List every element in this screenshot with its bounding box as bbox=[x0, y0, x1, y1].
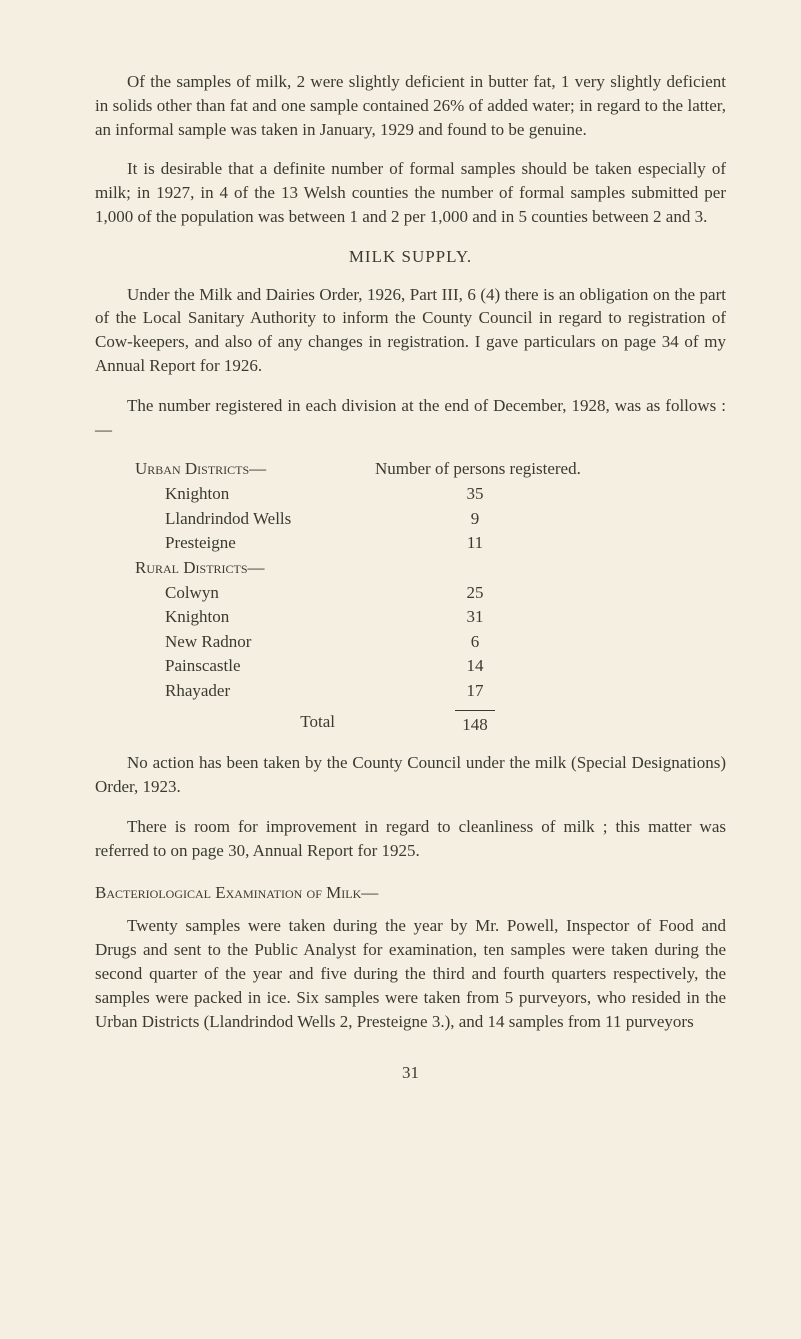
row-label: Knighton bbox=[135, 605, 375, 630]
row-value: 9 bbox=[375, 507, 575, 532]
table-row: Painscastle 14 bbox=[135, 654, 726, 679]
table-header-row: Urban Districts— Number of persons regis… bbox=[135, 457, 726, 482]
table-row: Knighton 35 bbox=[135, 482, 726, 507]
row-value: 14 bbox=[375, 654, 575, 679]
rural-districts-header-row: Rural Districts— bbox=[135, 556, 726, 581]
empty-cell bbox=[375, 556, 575, 581]
row-value: 6 bbox=[375, 630, 575, 655]
row-label: Knighton bbox=[135, 482, 375, 507]
row-label: Presteigne bbox=[135, 531, 375, 556]
rural-districts-header: Rural Districts— bbox=[135, 556, 375, 581]
page-number: 31 bbox=[95, 1061, 726, 1085]
total-value: 148 bbox=[462, 715, 488, 734]
row-label: Colwyn bbox=[135, 581, 375, 606]
urban-districts-header: Urban Districts— bbox=[135, 457, 375, 482]
row-value: 35 bbox=[375, 482, 575, 507]
paragraph-4: The number registered in each division a… bbox=[95, 394, 726, 442]
paragraph-2: It is desirable that a definite number o… bbox=[95, 157, 726, 228]
row-value: 17 bbox=[375, 679, 575, 704]
table-row: Llandrindod Wells 9 bbox=[135, 507, 726, 532]
row-label: Llandrindod Wells bbox=[135, 507, 375, 532]
row-label: Rhayader bbox=[135, 679, 375, 704]
heading-milk-supply: MILK SUPPLY. bbox=[95, 245, 726, 269]
paragraph-3: Under the Milk and Dairies Order, 1926, … bbox=[95, 283, 726, 378]
table-row: Colwyn 25 bbox=[135, 581, 726, 606]
table-row: Knighton 31 bbox=[135, 605, 726, 630]
row-label: New Radnor bbox=[135, 630, 375, 655]
paragraph-7: Twenty samples were taken during the yea… bbox=[95, 914, 726, 1033]
bacteriological-heading: Bacteriological Examination of Milk— bbox=[95, 881, 726, 905]
row-value: 25 bbox=[375, 581, 575, 606]
registration-table: Urban Districts— Number of persons regis… bbox=[135, 457, 726, 737]
total-value-cell: 148 bbox=[375, 710, 575, 738]
total-rule-line bbox=[455, 710, 495, 711]
persons-registered-header: Number of persons registered. bbox=[375, 457, 581, 482]
total-label: Total bbox=[135, 710, 375, 738]
paragraph-6: There is room for improvement in regard … bbox=[95, 815, 726, 863]
paragraph-5: No action has been taken by the County C… bbox=[95, 751, 726, 799]
row-value: 11 bbox=[375, 531, 575, 556]
table-row: Rhayader 17 bbox=[135, 679, 726, 704]
paragraph-1: Of the samples of milk, 2 were slightly … bbox=[95, 70, 726, 141]
total-row: Total 148 bbox=[135, 710, 726, 738]
row-value: 31 bbox=[375, 605, 575, 630]
table-row: Presteigne 11 bbox=[135, 531, 726, 556]
table-row: New Radnor 6 bbox=[135, 630, 726, 655]
row-label: Painscastle bbox=[135, 654, 375, 679]
